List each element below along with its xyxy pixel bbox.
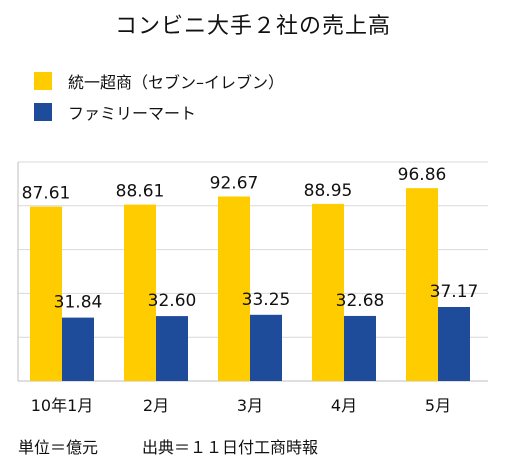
chart-footer: 単位＝億元 出典＝１１日付工商時報: [18, 434, 318, 458]
data-label-s2-3: 32.68: [336, 291, 385, 311]
legend-label-series2: ファミリーマート: [68, 104, 197, 123]
data-label-s1-2: 92.67: [210, 174, 259, 194]
legend-label-series1: 統一超商（セブン–イレブン）: [68, 73, 285, 92]
data-label-s2-1: 32.60: [148, 291, 197, 311]
bar-s1-2: [218, 196, 250, 381]
data-label-s1-4: 96.86: [398, 165, 447, 185]
bar-s2-1: [156, 316, 188, 381]
chart-title: コンビニ大手２社の売上高: [114, 14, 391, 39]
x-tick-label-0: 10年1月: [31, 396, 94, 415]
legend-item-series1: 統一超商（セブン–イレブン）: [34, 70, 284, 92]
data-label-s2-2: 33.25: [242, 290, 291, 310]
unit-note: 単位＝億元: [18, 438, 99, 457]
bar-s1-3: [312, 203, 344, 381]
data-label-s2-0: 31.84: [54, 293, 103, 313]
source-note: 出典＝１１日付工商時報: [142, 438, 319, 457]
bar-s1-0: [30, 206, 62, 381]
legend-swatch-series2: [34, 103, 52, 121]
x-tick-label-3: 4月: [331, 396, 357, 415]
data-label-s1-1: 88.61: [116, 182, 165, 202]
bar-s2-3: [344, 315, 376, 381]
bar-s2-4: [438, 306, 470, 381]
x-tick-label-4: 5月: [425, 396, 451, 415]
data-label-s2-4: 37.17: [430, 282, 479, 302]
legend-item-series2: ファミリーマート: [34, 101, 196, 123]
x-tick-label-2: 3月: [237, 396, 263, 415]
bar-s2-2: [250, 314, 282, 381]
bar-s2-0: [62, 317, 94, 381]
bar-s1-4: [406, 188, 438, 381]
x-tick-label-1: 2月: [143, 396, 169, 415]
bar-s1-1: [124, 204, 156, 381]
data-label-s1-0: 87.61: [22, 184, 71, 204]
data-label-s1-3: 88.95: [304, 181, 353, 201]
legend-swatch-series1: [34, 72, 52, 90]
